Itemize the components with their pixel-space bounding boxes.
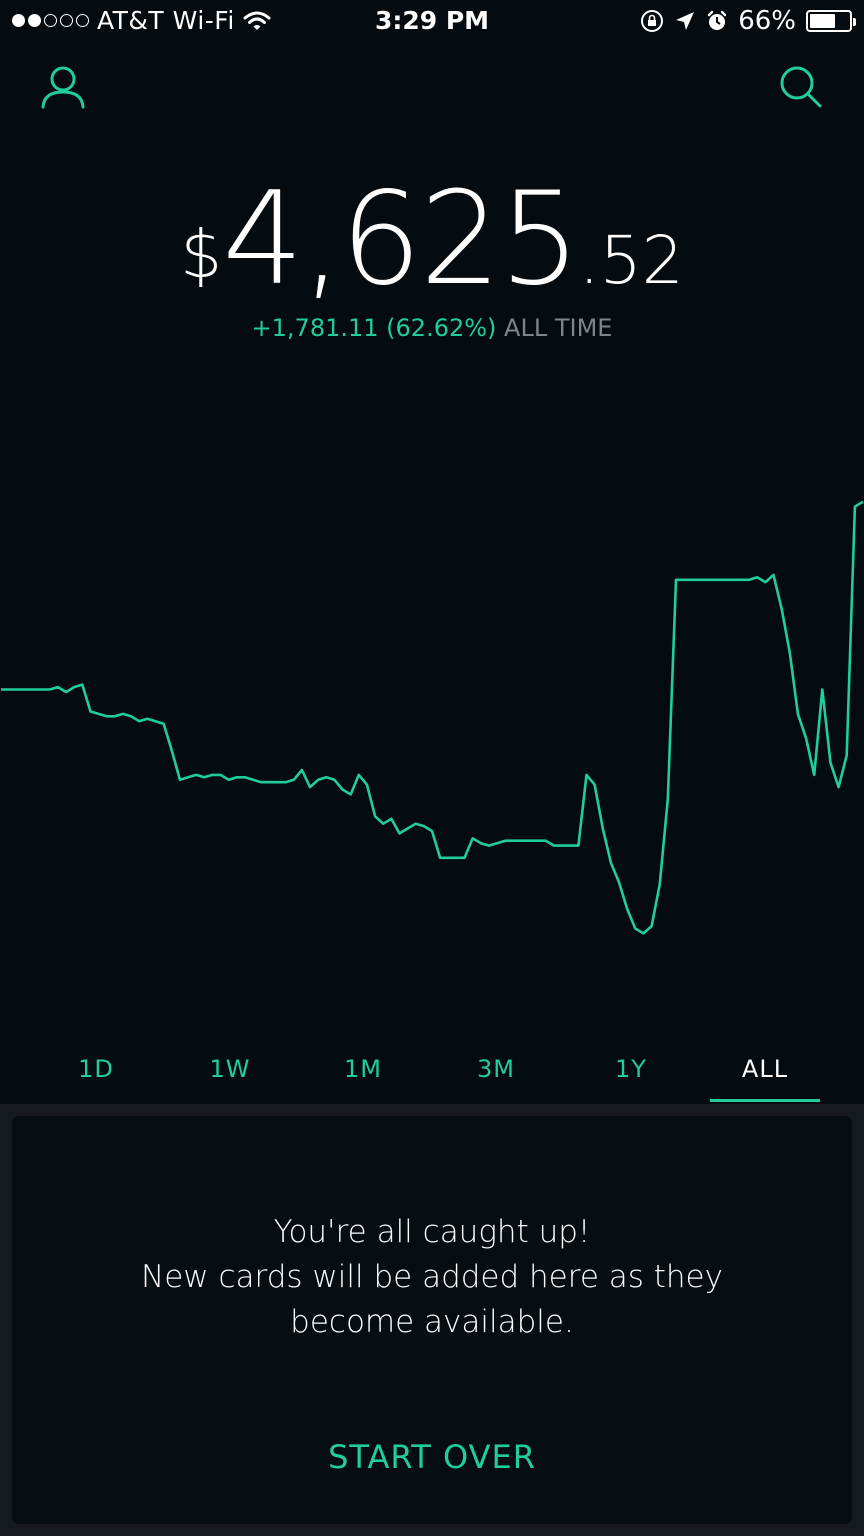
status-right: 66% (640, 6, 856, 36)
person-icon (41, 66, 85, 109)
search-button[interactable] (778, 64, 824, 110)
profile-button[interactable] (40, 64, 86, 110)
card-line-2: New cards will be added here as they (141, 1259, 723, 1295)
status-time: 3:29 PM (374, 6, 490, 35)
rotation-lock-icon (641, 10, 664, 32)
carrier-name: AT&T Wi-Fi (97, 6, 235, 35)
active-tab-indicator (710, 1099, 820, 1102)
signal-dot (76, 14, 89, 27)
tab-1d[interactable]: 1D (78, 1055, 114, 1083)
tab-3m[interactable]: 3M (477, 1055, 515, 1083)
change-amount: +1,781.11 (62.62%) (251, 314, 497, 342)
start-over-button[interactable]: START OVER (328, 1438, 536, 1476)
tab-all[interactable]: ALL (741, 1055, 789, 1083)
range-tabs: 1D 1W 1M 3M 1Y ALL (0, 1055, 864, 1103)
search-icon (780, 66, 822, 108)
location-arrow-icon (676, 12, 695, 30)
cards-tray: You're all caught up! New cards will be … (0, 1104, 864, 1536)
caught-up-card: You're all caught up! New cards will be … (12, 1116, 852, 1524)
card-line-1: You're all caught up! (273, 1214, 591, 1250)
portfolio-value: $4,625.52 (0, 176, 864, 304)
portfolio-chart[interactable] (0, 470, 864, 970)
status-bar: AT&T Wi-Fi 3:29 PM 66% (0, 0, 864, 44)
chart-series-line (1, 500, 864, 935)
card-message: You're all caught up! New cards will be … (12, 1210, 852, 1345)
battery-icon (806, 10, 856, 32)
signal-strength-icon (12, 14, 89, 27)
battery-tip (853, 18, 856, 26)
card-line-3: become available. (290, 1304, 574, 1340)
tab-1y[interactable]: 1Y (615, 1055, 647, 1083)
status-left: AT&T Wi-Fi (12, 6, 271, 35)
signal-dot (12, 14, 25, 27)
signal-dot (60, 14, 73, 27)
signal-dot (44, 14, 57, 27)
change-period: ALL TIME (504, 314, 613, 342)
tab-1w[interactable]: 1W (209, 1055, 251, 1083)
alarm-icon (708, 10, 727, 30)
battery-percent: 66% (738, 6, 796, 36)
value-dollars: 4,625 (222, 165, 580, 314)
signal-dot (28, 14, 41, 27)
wifi-icon (243, 11, 271, 30)
tab-1m[interactable]: 1M (344, 1055, 382, 1083)
battery-fill (810, 14, 835, 28)
portfolio-change: +1,781.11 (62.62%) ALL TIME (0, 314, 864, 342)
value-currency: $ (180, 216, 223, 293)
value-cents: .52 (578, 222, 684, 299)
